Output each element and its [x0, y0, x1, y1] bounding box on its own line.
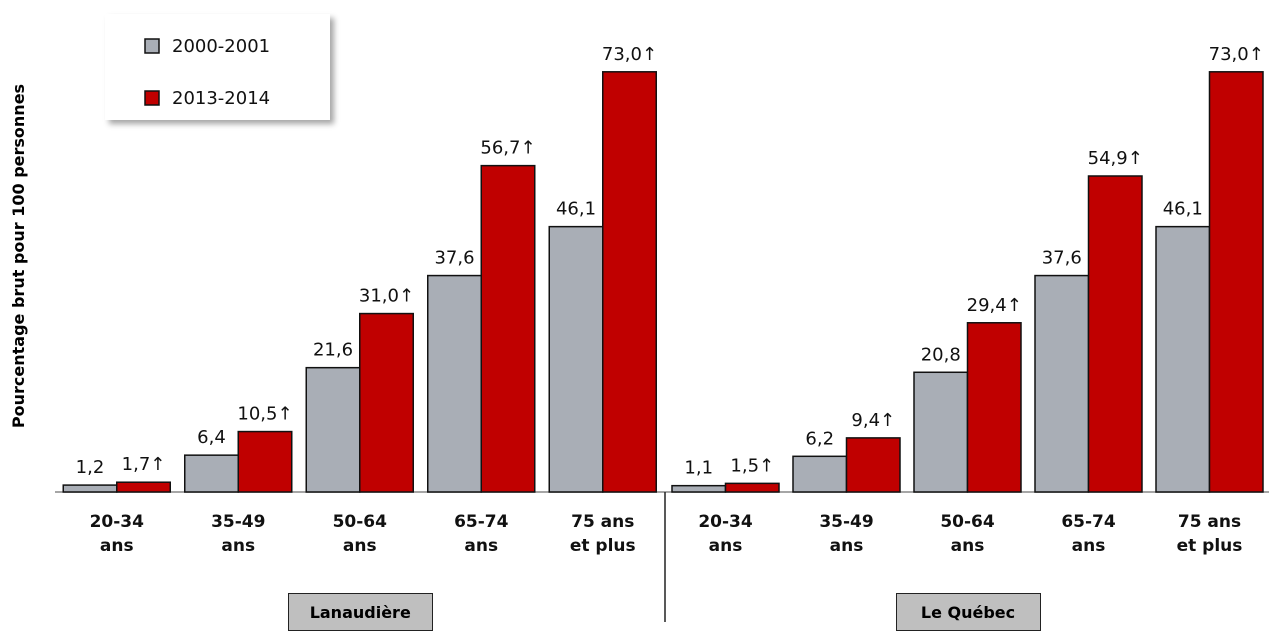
bar [480, 164, 536, 493]
data-label: 54,9↑ [1088, 148, 1143, 169]
legend-box [105, 14, 330, 120]
x-tick-label: 75 ans et plus [1176, 512, 1243, 556]
x-tick-label: 35-49 ans [819, 512, 874, 556]
x-tick-label: 65-74 ans [454, 512, 509, 556]
x-tick-label: 20-34 ans [698, 512, 753, 556]
bar [1034, 274, 1090, 493]
data-label: 21,6 [313, 340, 353, 361]
x-tick-label: 50-64 ans [940, 512, 995, 556]
bar [602, 71, 657, 493]
data-label: 1,5↑ [730, 455, 774, 476]
data-label: 46,1 [1163, 199, 1203, 220]
bar [427, 274, 482, 493]
legend-label: 2013-2014 [172, 88, 270, 109]
data-label: 31,0↑ [359, 286, 414, 307]
data-label: 73,0↑ [602, 44, 657, 65]
x-tick-label: 65-74 ans [1061, 512, 1116, 556]
legend-swatch [144, 38, 160, 54]
bar [913, 371, 969, 493]
data-label: 29,4↑ [967, 295, 1022, 316]
legend-swatch [144, 90, 160, 106]
data-label: 37,6 [434, 248, 474, 269]
data-label: 56,7↑ [480, 138, 535, 159]
data-label: 20,8 [921, 344, 961, 365]
data-label: 1,7↑ [122, 454, 166, 475]
group-label: Lanaudière [287, 593, 433, 631]
legend-label: 2000-2001 [172, 36, 270, 57]
x-tick-label: 35-49 ans [211, 512, 266, 556]
data-label: 46,1 [556, 199, 596, 220]
bar [792, 455, 848, 493]
bar [184, 454, 239, 493]
bar [966, 322, 1022, 493]
bar [359, 312, 414, 493]
bar [1087, 175, 1143, 493]
x-tick-label: 20-34 ans [89, 512, 144, 556]
data-label: 1,2 [76, 457, 105, 478]
data-label: 9,4↑ [851, 410, 895, 431]
bar [671, 484, 727, 493]
data-label: 73,0↑ [1209, 44, 1264, 65]
bar [1155, 225, 1211, 493]
bar [62, 484, 118, 493]
bar [548, 225, 604, 493]
bar [1208, 71, 1264, 493]
group-label: Le Québec [895, 593, 1041, 631]
bar [845, 437, 901, 493]
y-axis-label: Pourcentage brut pour 100 personnes [9, 84, 28, 428]
data-label: 1,1 [684, 458, 713, 479]
data-label: 6,2 [805, 428, 834, 449]
data-label: 37,6 [1042, 248, 1082, 269]
data-label: 6,4 [197, 427, 226, 448]
bar [305, 366, 361, 493]
bar [116, 481, 171, 493]
x-tick-label: 50-64 ans [332, 512, 387, 556]
bar [724, 482, 780, 493]
data-label: 10,5↑ [237, 404, 292, 425]
x-tick-label: 75 ans et plus [569, 512, 636, 556]
bar [237, 430, 293, 493]
